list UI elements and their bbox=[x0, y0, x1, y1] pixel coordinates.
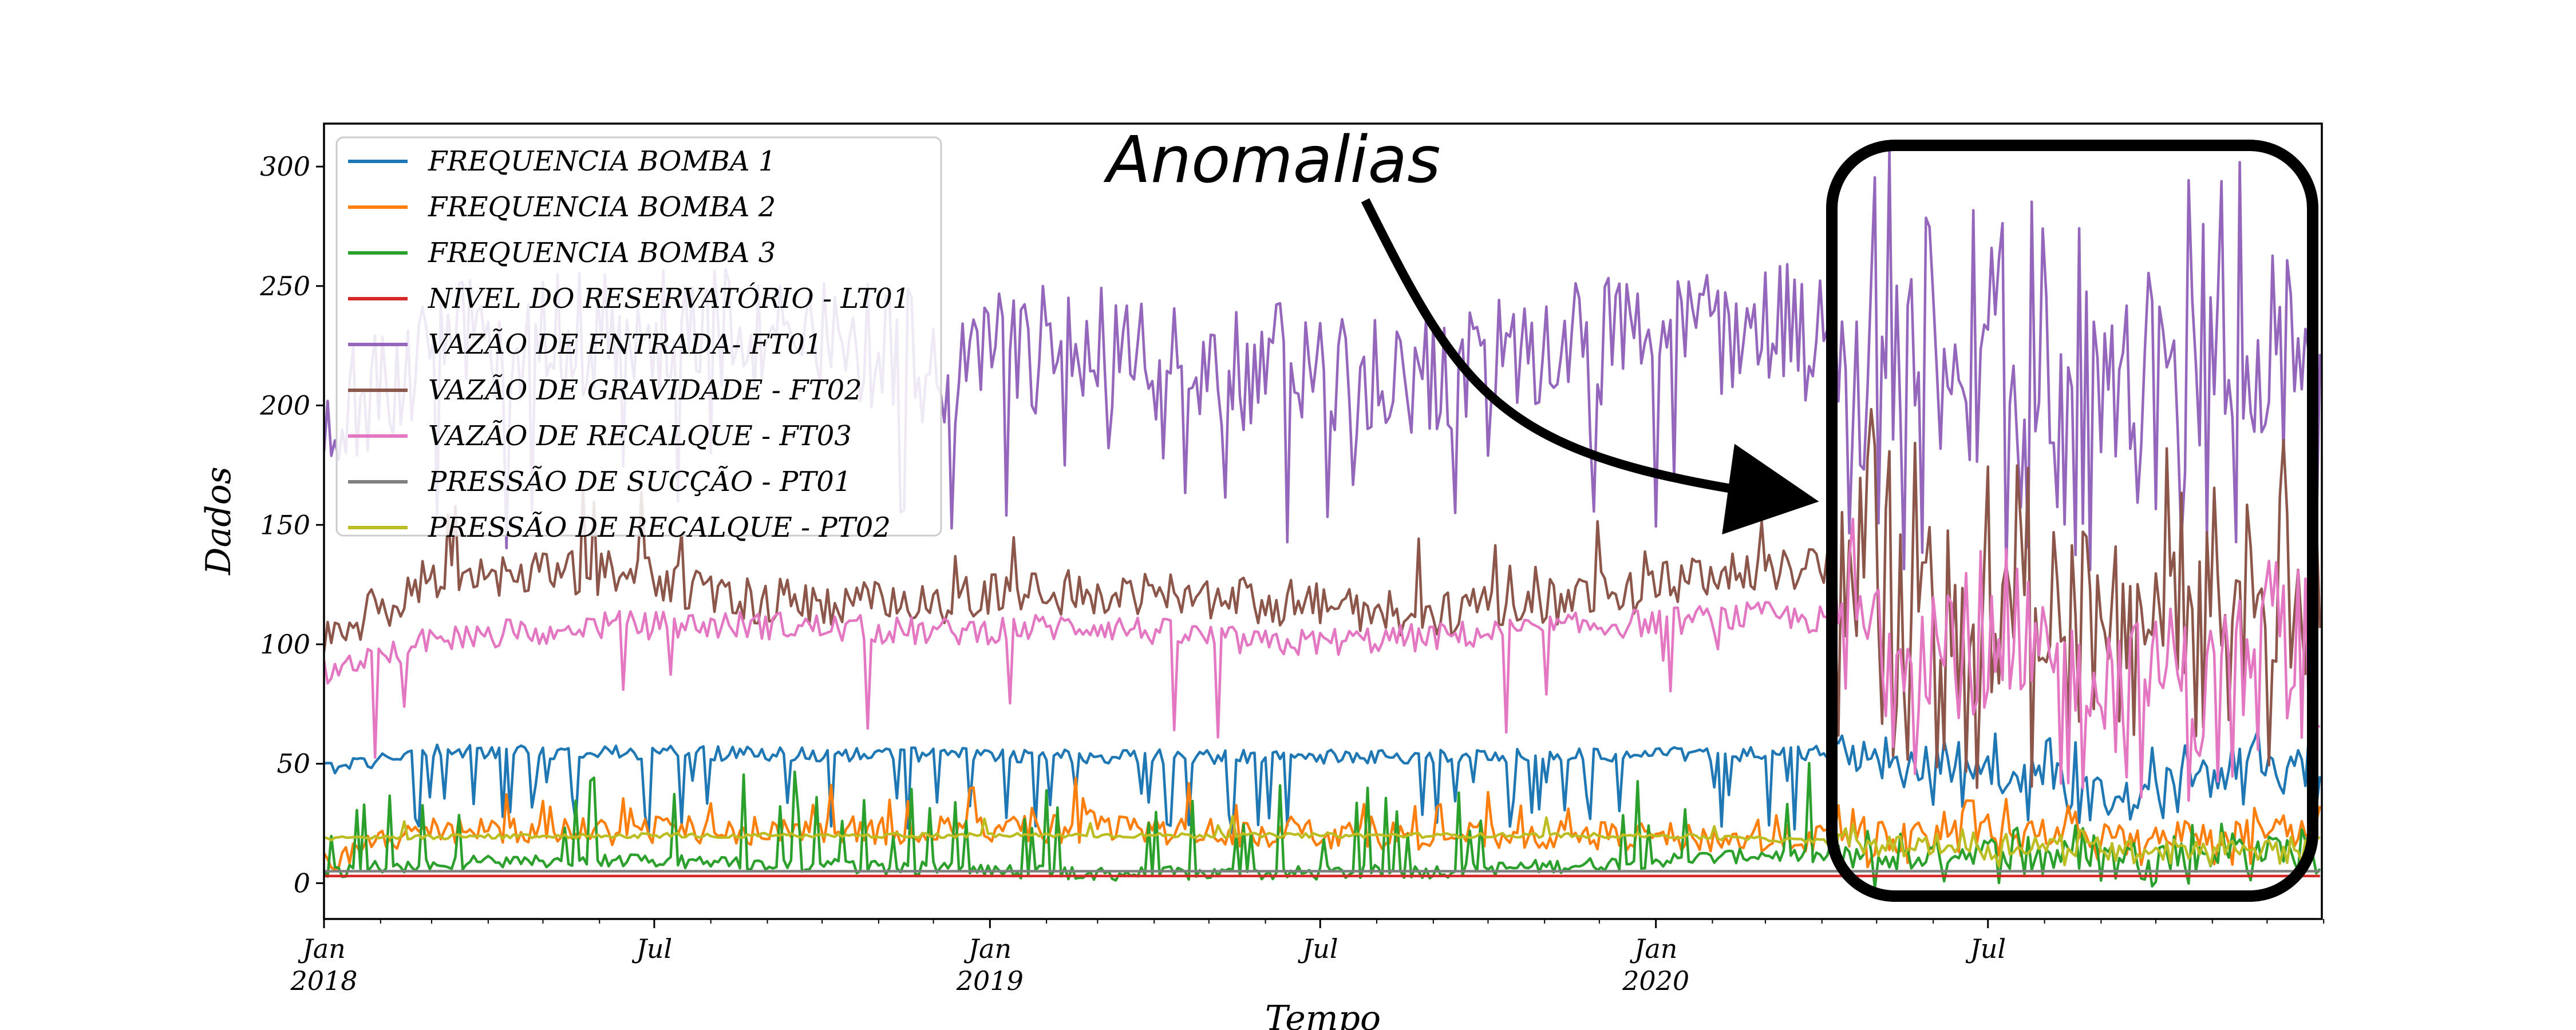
legend-box bbox=[335, 136, 942, 537]
x-tick-label: Jan bbox=[964, 933, 1012, 964]
series-line bbox=[324, 815, 2321, 868]
legend: FREQUENCIA BOMBA 1 FREQUENCIA BOMBA 2 FREQ… bbox=[335, 136, 942, 544]
legend-entry: NIVEL DO RESERVATÓRIO - LT01 bbox=[428, 282, 910, 315]
y-tick-label: 200 bbox=[259, 390, 310, 421]
x-axis-label: Tempo bbox=[1265, 999, 1381, 1030]
y-tick-label: 100 bbox=[260, 629, 310, 660]
anomaly-arrow bbox=[1361, 198, 1819, 535]
y-tick-label: 50 bbox=[276, 748, 310, 779]
series-layer bbox=[324, 149, 2322, 890]
legend-entry: VAZÃO DE GRAVIDADE - FT02 bbox=[428, 374, 862, 406]
x-tick-label: Jul bbox=[1965, 933, 2006, 964]
x-tick-label: Jul bbox=[631, 933, 672, 964]
y-axis: 0 50 100 150 200 250 300 bbox=[259, 151, 324, 898]
x-tick-label: Jul bbox=[1298, 933, 1338, 964]
anomaly-highlight-box bbox=[1826, 140, 2318, 902]
anomaly-label: Anomalias bbox=[1103, 123, 1440, 197]
x-tick-year-label: 2019 bbox=[956, 965, 1024, 996]
legend-entry: PRESSÃO DE SUCÇÃO - PT01 bbox=[428, 465, 851, 498]
x-tick-label: Jan bbox=[298, 933, 346, 964]
legend-entry: VAZÃO DE RECALQUE - FT03 bbox=[428, 419, 852, 452]
plot-frame bbox=[323, 122, 2323, 920]
y-tick-label: 150 bbox=[260, 509, 310, 540]
series-line bbox=[324, 777, 2321, 871]
series-line bbox=[324, 728, 2322, 835]
series-line bbox=[324, 762, 2321, 890]
y-tick-label: 250 bbox=[259, 271, 310, 302]
annotation: Anomalias bbox=[1103, 123, 2318, 902]
legend-entry: FREQUENCIA BOMBA 2 bbox=[428, 191, 776, 223]
x-tick-label: Jan bbox=[1630, 933, 1678, 964]
legend-entry: FREQUENCIA BOMBA 1 bbox=[428, 145, 776, 177]
x-tick-year-label: 2020 bbox=[1622, 965, 1689, 996]
x-tick-year-label: 2018 bbox=[290, 965, 357, 996]
series-line bbox=[324, 407, 2322, 789]
y-tick-label: 300 bbox=[260, 151, 310, 182]
legend-entry: PRESSÃO DE RECALQUE - PT02 bbox=[428, 511, 891, 544]
y-axis-label: Dados bbox=[199, 466, 239, 575]
legend-entry: VAZÃO DE ENTRADA- FT01 bbox=[428, 328, 822, 360]
legend-entry: FREQUENCIA BOMBA 3 bbox=[428, 237, 776, 269]
series-line bbox=[324, 517, 2321, 802]
y-tick-label: 0 bbox=[294, 867, 310, 898]
